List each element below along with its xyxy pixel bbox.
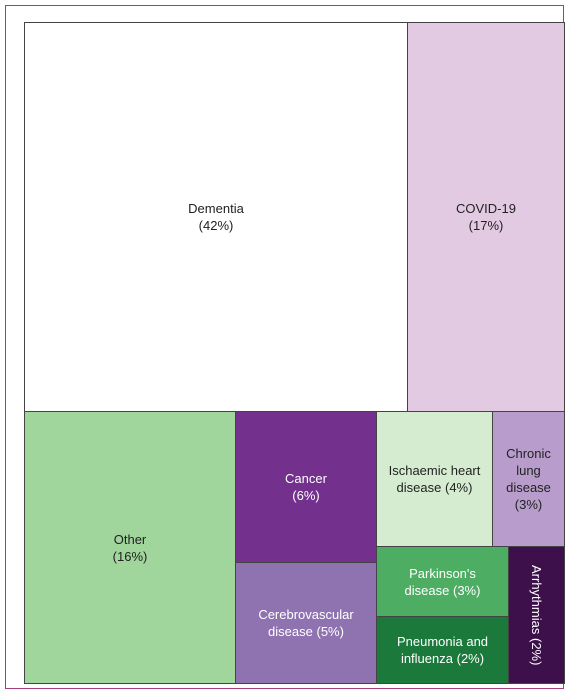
treemap-cell: Parkinson's disease (3%) [376, 546, 509, 617]
value-label: (2%) [529, 637, 544, 666]
cell-label: Ischaemic heart disease (4%) [385, 462, 485, 496]
treemap-cell: Ischaemic heart disease (4%) [376, 411, 493, 547]
cell-label: Parkinson's disease (3%) [393, 565, 493, 599]
cell-label: Pneumonia and influenza (2%) [380, 633, 505, 667]
treemap-cell: Arrhythmias (2%) [508, 546, 565, 684]
category-label: Parkinson's disease [404, 565, 476, 598]
treemap-cell: Other (16%) [24, 411, 236, 684]
treemap-cell: Dementia (42%) [24, 22, 408, 412]
value-label: (2%) [456, 651, 485, 666]
treemap-cell: Cerebrovascular disease (5%) [235, 562, 377, 684]
treemap-cell: Cancer (6%) [235, 411, 377, 563]
value-label: (3%) [514, 497, 543, 512]
value-label: (3%) [452, 582, 481, 598]
cell-label: Cerebrovascular disease (5%) [246, 606, 366, 640]
category-label: Pneumonia and influenza [396, 634, 489, 666]
category-label: Cerebrovascular disease [258, 607, 354, 639]
value-label: (42%) [198, 218, 234, 233]
category-label: Chronic lung disease [506, 446, 551, 495]
cell-label: Dementia (42%) [176, 200, 256, 234]
category-label: COVID-19 [456, 201, 516, 216]
cell-label: COVID-19 (17%) [446, 200, 526, 234]
cell-label: Other (16%) [90, 531, 170, 565]
category-label: Other [113, 531, 147, 547]
value-label: (4%) [444, 480, 473, 495]
cell-label: Cancer (6%) [266, 470, 346, 504]
treemap-cell: COVID-19 (17%) [407, 22, 565, 412]
category-label: Dementia [188, 201, 244, 216]
cell-label: Chronic lung disease (3%) [499, 445, 559, 513]
category-label: Ischaemic heart disease [388, 463, 481, 495]
value-label: (17%) [468, 218, 504, 233]
category-label: Cancer [285, 471, 327, 486]
treemap-cell: Pneumonia and influenza (2%) [376, 616, 509, 684]
treemap-cell: Chronic lung disease (3%) [492, 411, 565, 547]
category-label: Arrhythmias [529, 564, 544, 635]
value-label: (5%) [316, 624, 344, 639]
cell-label: Arrhythmias (2%) [528, 565, 545, 665]
value-label: (6%) [292, 488, 320, 503]
value-label: (16%) [112, 548, 148, 564]
